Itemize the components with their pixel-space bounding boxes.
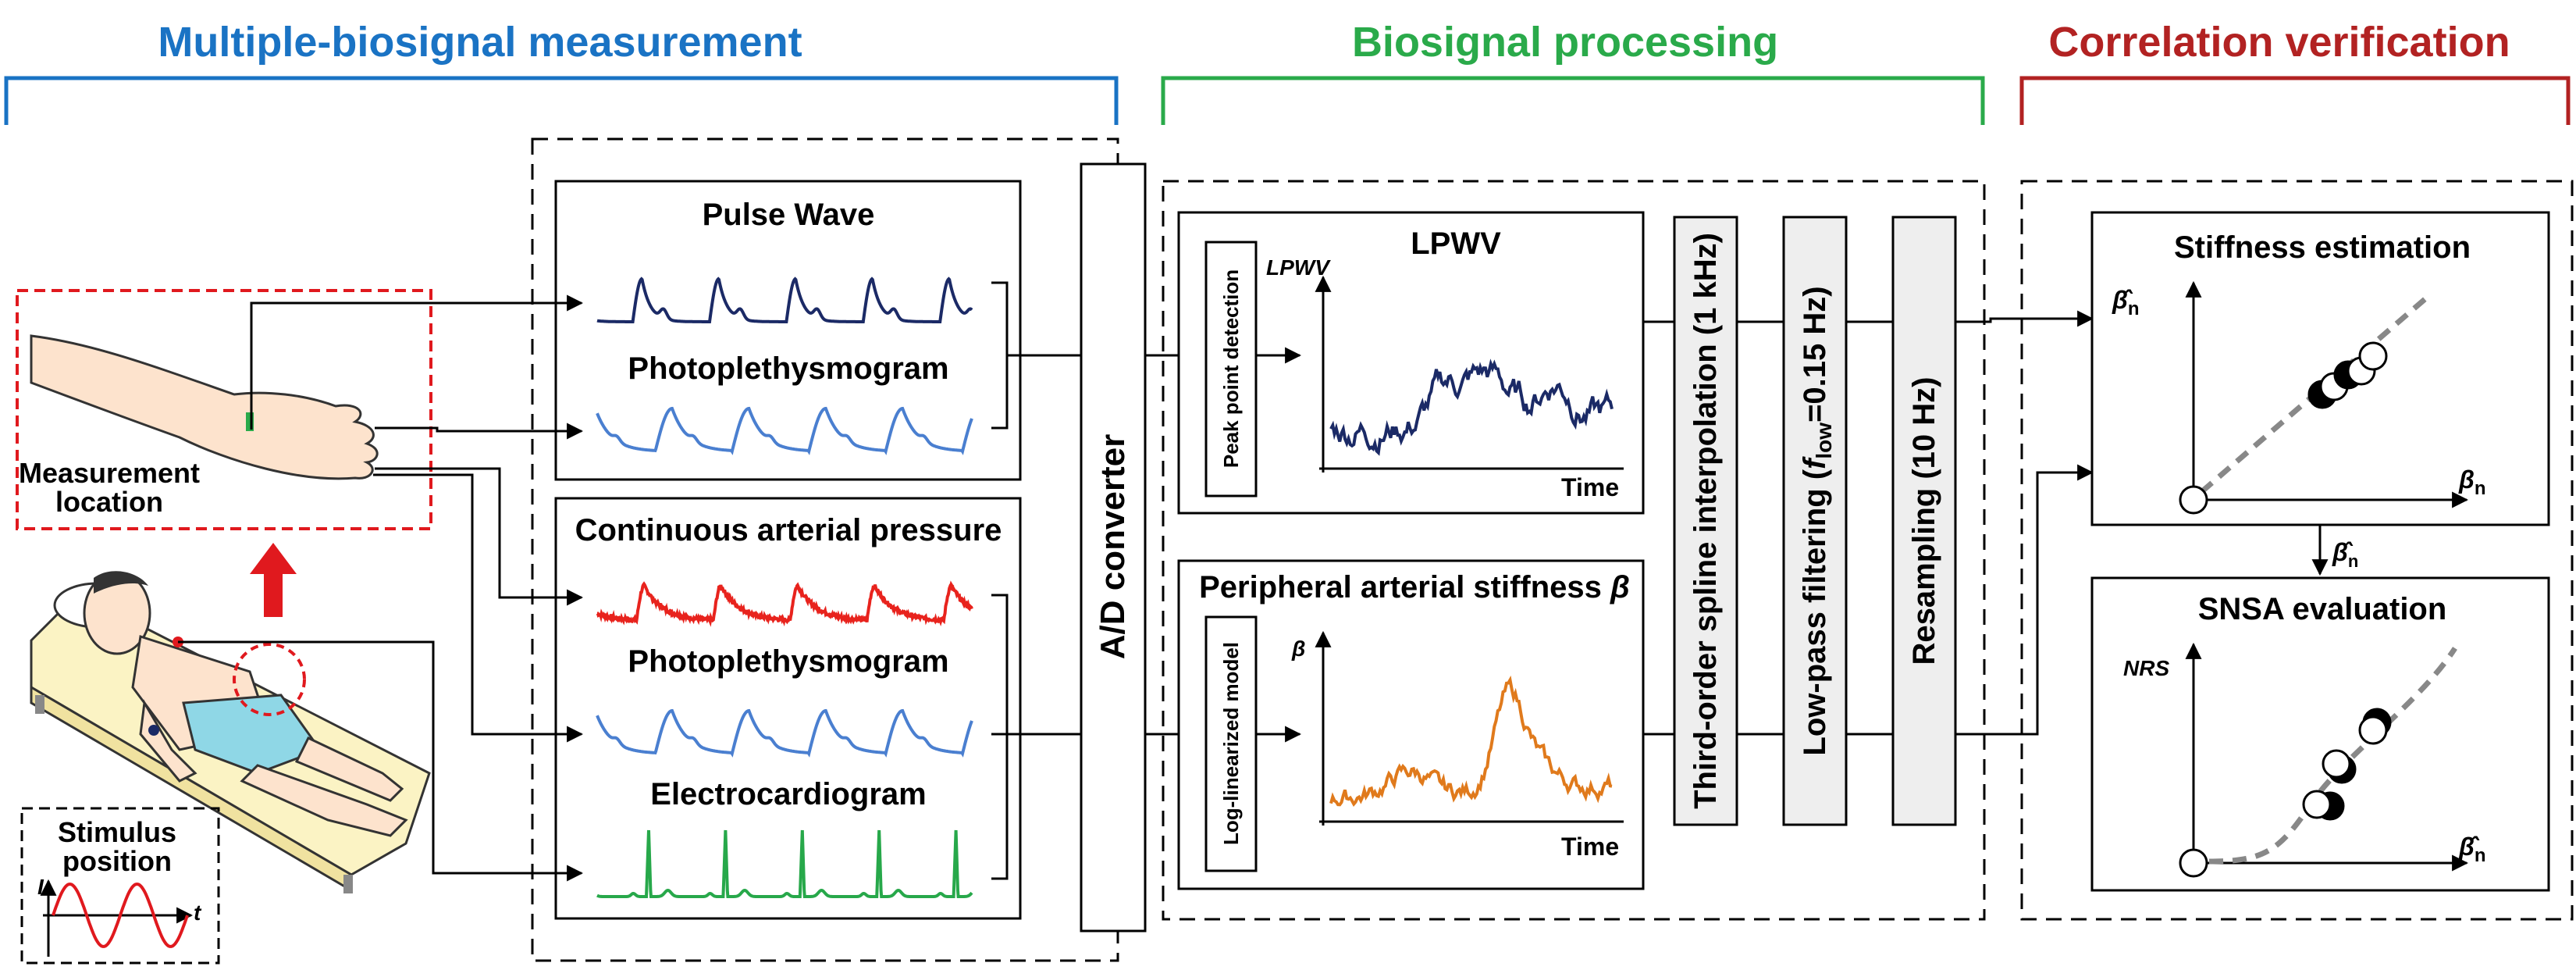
- peak-detection-box: [1204, 241, 1258, 497]
- adc-label: A/D converter: [1094, 434, 1132, 660]
- estimation-x-label: βn: [2458, 465, 2486, 499]
- stiffness-title: Peripheral arterial stiffness β: [1199, 570, 1630, 604]
- lowpass-label: Low-pass filtering (flow=0.15 Hz): [1798, 286, 1836, 755]
- lowpass-label-post: =0.15 Hz): [1798, 286, 1832, 423]
- bracket-verification: [2019, 76, 2571, 125]
- processing-connectors: [1643, 310, 2094, 736]
- stiffness-trace: [1329, 676, 1613, 808]
- up-arrow-icon: [250, 543, 297, 617]
- estimation-x-symbol: β: [2458, 465, 2475, 494]
- lowpass-box: [1782, 216, 1848, 826]
- snsa-panel: [2090, 576, 2550, 892]
- lpwv-trace: [1329, 358, 1614, 456]
- peak-detection-label: Peak point detection: [1219, 269, 1243, 468]
- estimation-y-sub: n: [2128, 298, 2140, 319]
- stiffness-title-symbol: β: [1610, 570, 1630, 604]
- estimation-panel: [2090, 211, 2550, 526]
- pulse-wave-trace: [596, 276, 973, 323]
- snsa-point: [2302, 790, 2332, 819]
- log-linearized-label: Log-linearized model: [1219, 642, 1243, 845]
- stimulus-label-2: position: [62, 845, 172, 877]
- input-connectors: [178, 294, 584, 882]
- estimation-point: [2358, 341, 2388, 371]
- snsa-point: [2358, 715, 2388, 745]
- spline-label: Third-order spline interpolation (1 kHz): [1688, 233, 1723, 809]
- upper-signal-panel: [554, 180, 1022, 481]
- estimation-point: [2179, 485, 2208, 515]
- snsa-x-sub: n: [2475, 845, 2486, 866]
- stimulus-label-1: Stimulus: [58, 816, 176, 848]
- estimation-points: [2179, 341, 2388, 515]
- patient-bed-illustration: [30, 571, 431, 893]
- verification-dashed-box: [2020, 180, 2574, 921]
- adc-box: [1080, 162, 1147, 933]
- estimation-title: Stiffness estimation: [2174, 230, 2471, 265]
- ppg-top-title: Photoplethysmogram: [628, 351, 948, 386]
- section-title-measurement: Multiple-biosignal measurement: [158, 19, 802, 66]
- pulse-wave-title: Pulse Wave: [703, 198, 875, 232]
- lpwv-y-label: LPWV: [1266, 255, 1331, 280]
- snsa-point: [2179, 848, 2208, 878]
- measurement-location-label-1: Measurement: [19, 457, 200, 489]
- arterial-pressure-title: Continuous arterial pressure: [575, 513, 1002, 547]
- snsa-points: [2179, 708, 2392, 878]
- processing-dashed-box: [1162, 180, 1986, 921]
- lower-signal-panel: [554, 497, 1022, 920]
- ecg-trace: [596, 829, 973, 898]
- lowpass-label-pre: Low-pass filtering (: [1798, 469, 1832, 755]
- section-title-processing: Biosignal processing: [1352, 19, 1778, 66]
- snsa-point: [2322, 749, 2351, 779]
- stimulus-box: [20, 807, 220, 965]
- ppg-bottom-trace: [596, 708, 973, 758]
- ecg-title: Electrocardiogram: [650, 777, 926, 811]
- measurement-dashed-box: [531, 137, 1119, 962]
- stimulus-x-label: t: [194, 900, 202, 925]
- snsa-y-label: NRS: [2123, 656, 2169, 680]
- measurement-location-label-2: location: [55, 486, 163, 518]
- lowpass-label-sub: low: [1812, 423, 1836, 459]
- lowpass-label-f: f: [1798, 456, 1832, 469]
- snsa-title: SNSA evaluation: [2198, 592, 2447, 626]
- resample-label: Resampling (10 Hz): [1907, 377, 1941, 665]
- between-label: β̂n: [2332, 538, 2358, 571]
- log-linearized-box: [1204, 615, 1258, 872]
- between-sub: n: [2348, 551, 2358, 571]
- measurement-location-box: [16, 289, 432, 530]
- estimation-x-sub: n: [2475, 478, 2486, 499]
- arterial-pressure-trace: [596, 580, 973, 627]
- section-title-verification: Correlation verification: [2048, 19, 2510, 66]
- lpwv-x-label: Time: [1561, 473, 1619, 501]
- ppg-bottom-title: Photoplethysmogram: [628, 644, 948, 679]
- bracket-measurement: [4, 76, 1119, 125]
- arm-illustration: [30, 334, 379, 480]
- stiffness-x-label: Time: [1561, 833, 1619, 861]
- spline-box: [1673, 216, 1738, 826]
- snsa-x-label: β̂n: [2458, 833, 2486, 866]
- ppg-top-trace: [596, 406, 973, 455]
- lpwv-title: LPWV: [1411, 226, 1501, 261]
- stiffness-title-text: Peripheral arterial stiffness: [1199, 570, 1610, 604]
- stimulus-sine-wave: [52, 883, 189, 948]
- resample-box: [1891, 216, 1957, 826]
- adc-connectors: [991, 281, 1081, 880]
- stimulus-y-label: I: [37, 875, 44, 899]
- bracket-processing: [1161, 76, 1985, 125]
- stiffness-y-label: β: [1291, 637, 1305, 661]
